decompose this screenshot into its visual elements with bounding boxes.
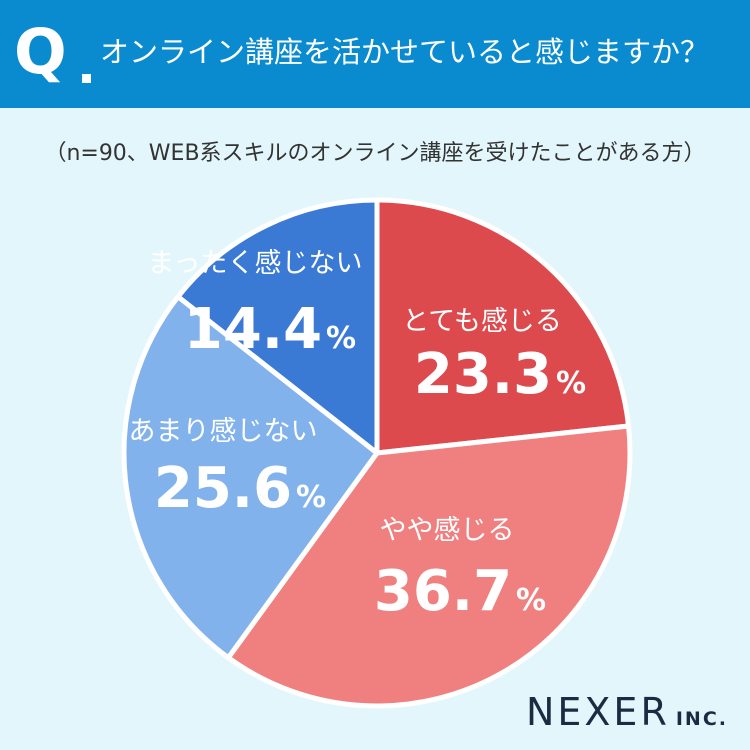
slice-label: やや感じる xyxy=(380,515,515,546)
slice-value-label: 14.4% xyxy=(184,297,356,362)
q-dot xyxy=(82,74,91,83)
slice-label: まったく感じない xyxy=(148,248,363,279)
slice-value-label: 36.7% xyxy=(374,559,546,624)
q-letter: Q xyxy=(14,15,67,88)
company-logo: NEXER INC. xyxy=(526,690,728,734)
slice-label: あまり感じない xyxy=(129,416,318,447)
pie-slice xyxy=(225,423,633,709)
pie-slice xyxy=(175,197,380,456)
question-title: オンライン講座を活かせていると感じますか？ xyxy=(100,35,710,69)
slice-label: とても感じる xyxy=(402,306,562,337)
slice-value-label: 23.3% xyxy=(414,342,586,407)
pie-slice xyxy=(374,197,632,456)
logo-sub-text: INC. xyxy=(675,708,728,730)
sample-note: （n=90、WEB系スキルのオンライン講座を受けたことがある方） xyxy=(44,141,706,166)
slice-value-label: 25.6% xyxy=(154,456,326,521)
pie-slice xyxy=(121,294,380,661)
header-bar: Q オンライン講座を活かせていると感じますか？ xyxy=(0,0,750,108)
logo-main-text: NEXER xyxy=(525,690,670,734)
